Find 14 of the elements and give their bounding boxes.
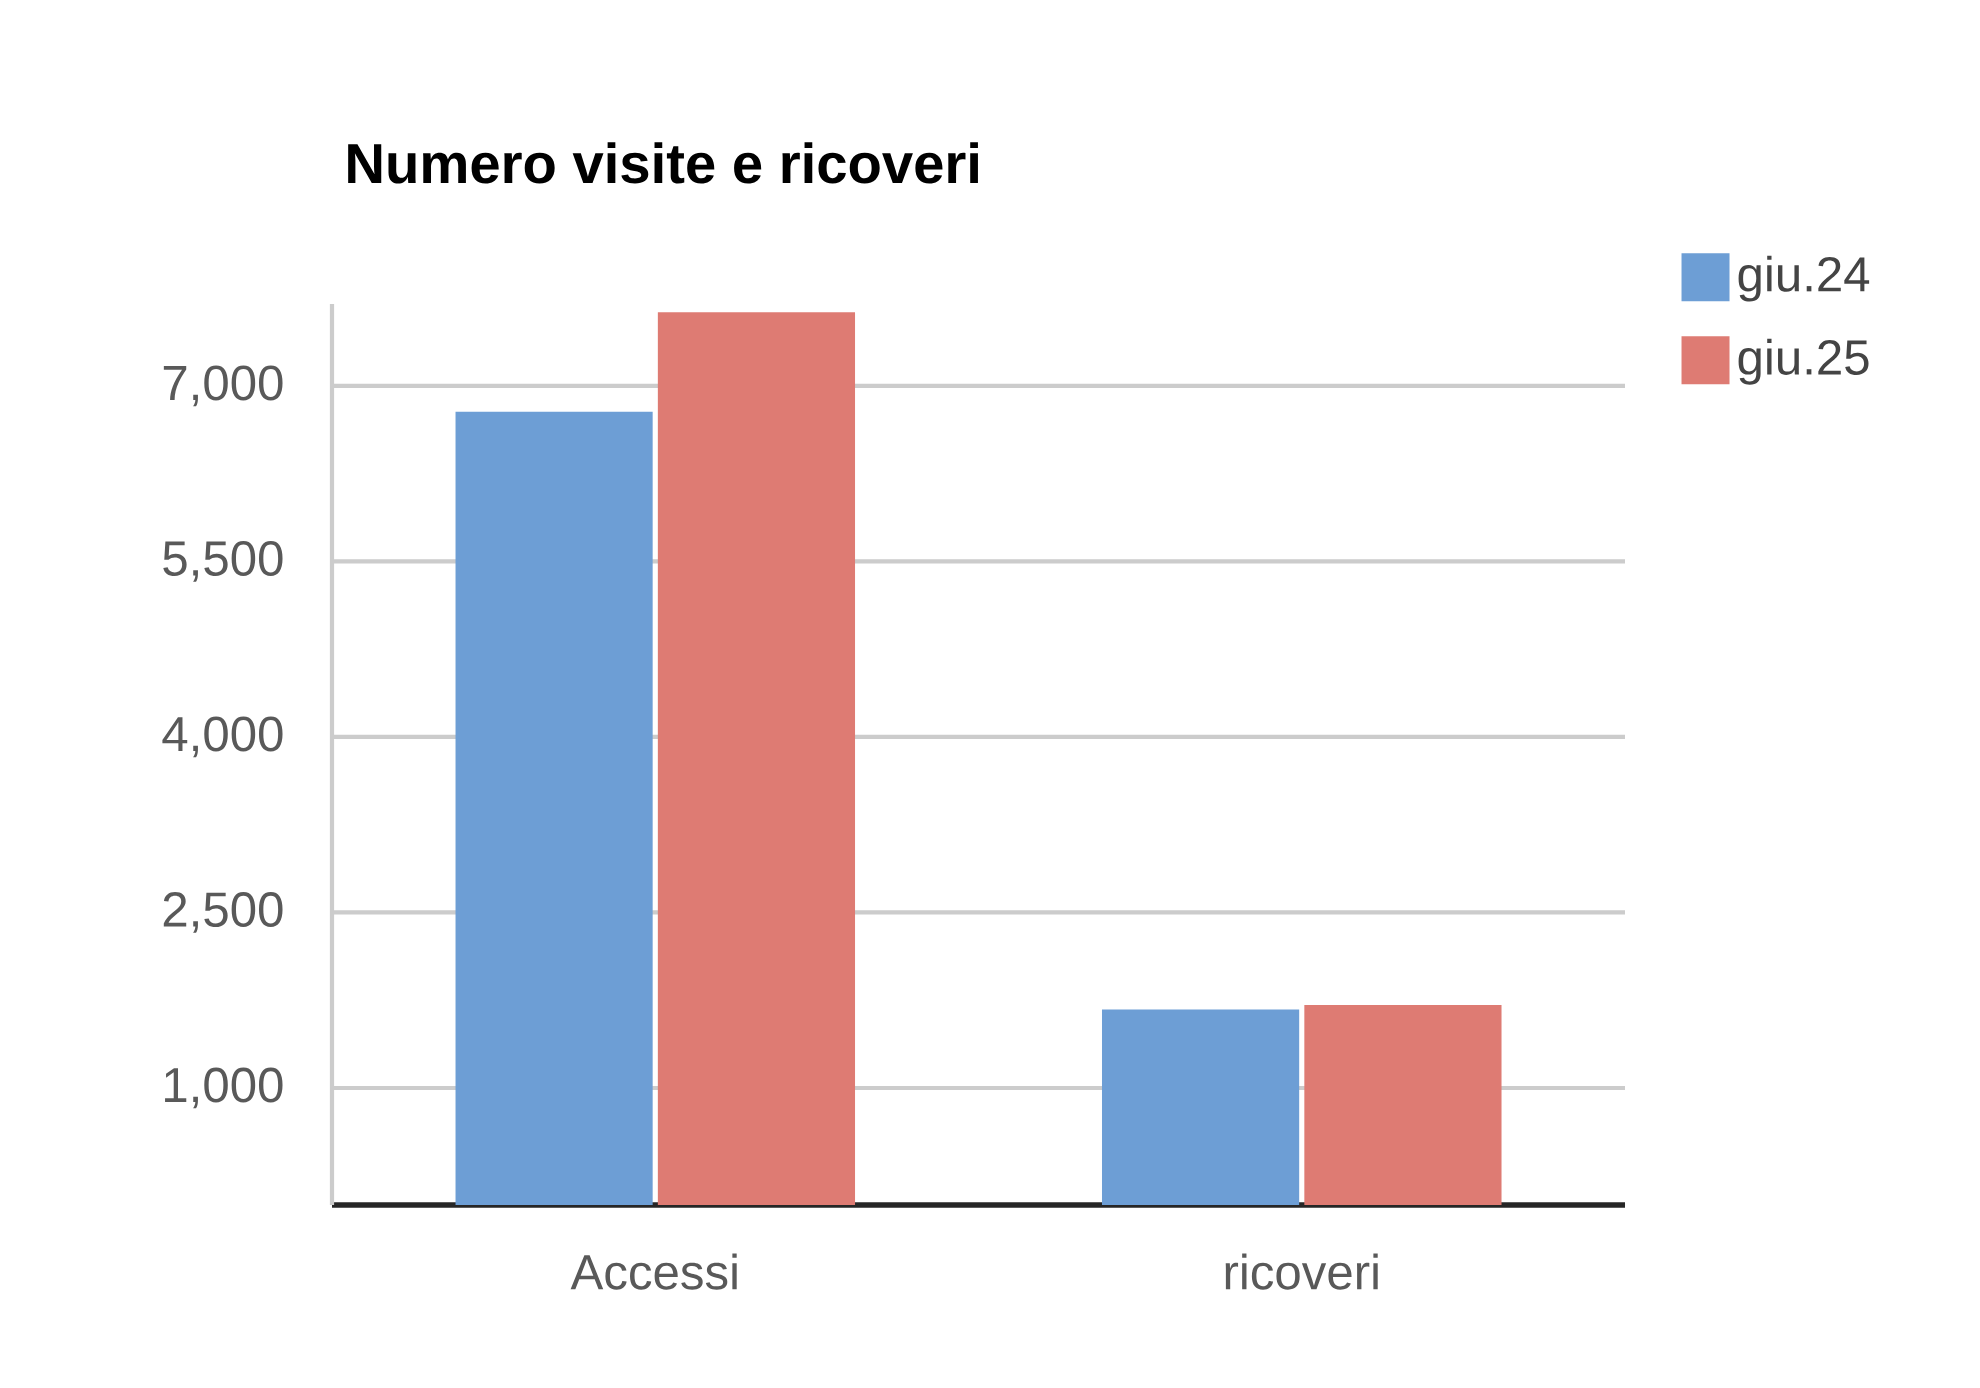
y-tick-label: 7,000 [163,365,283,407]
legend-label: giu.25 [1738,338,1869,385]
legend-label: giu.24 [1738,255,1870,302]
bar [455,411,653,1205]
y-tick-label: 4,000 [162,716,283,758]
y-tick-label: 1,000 [165,1067,283,1109]
bar [1304,1004,1502,1205]
y-tick-label: 5,500 [163,541,283,582]
bar [657,312,856,1205]
y-tick-label: 2,500 [163,892,283,933]
chart-title: Numero visite e ricoveri [348,142,978,184]
x-tick-label: Accessi [570,1253,737,1290]
x-tick-label: ricoveri [1225,1253,1378,1290]
bar [1101,1009,1300,1205]
